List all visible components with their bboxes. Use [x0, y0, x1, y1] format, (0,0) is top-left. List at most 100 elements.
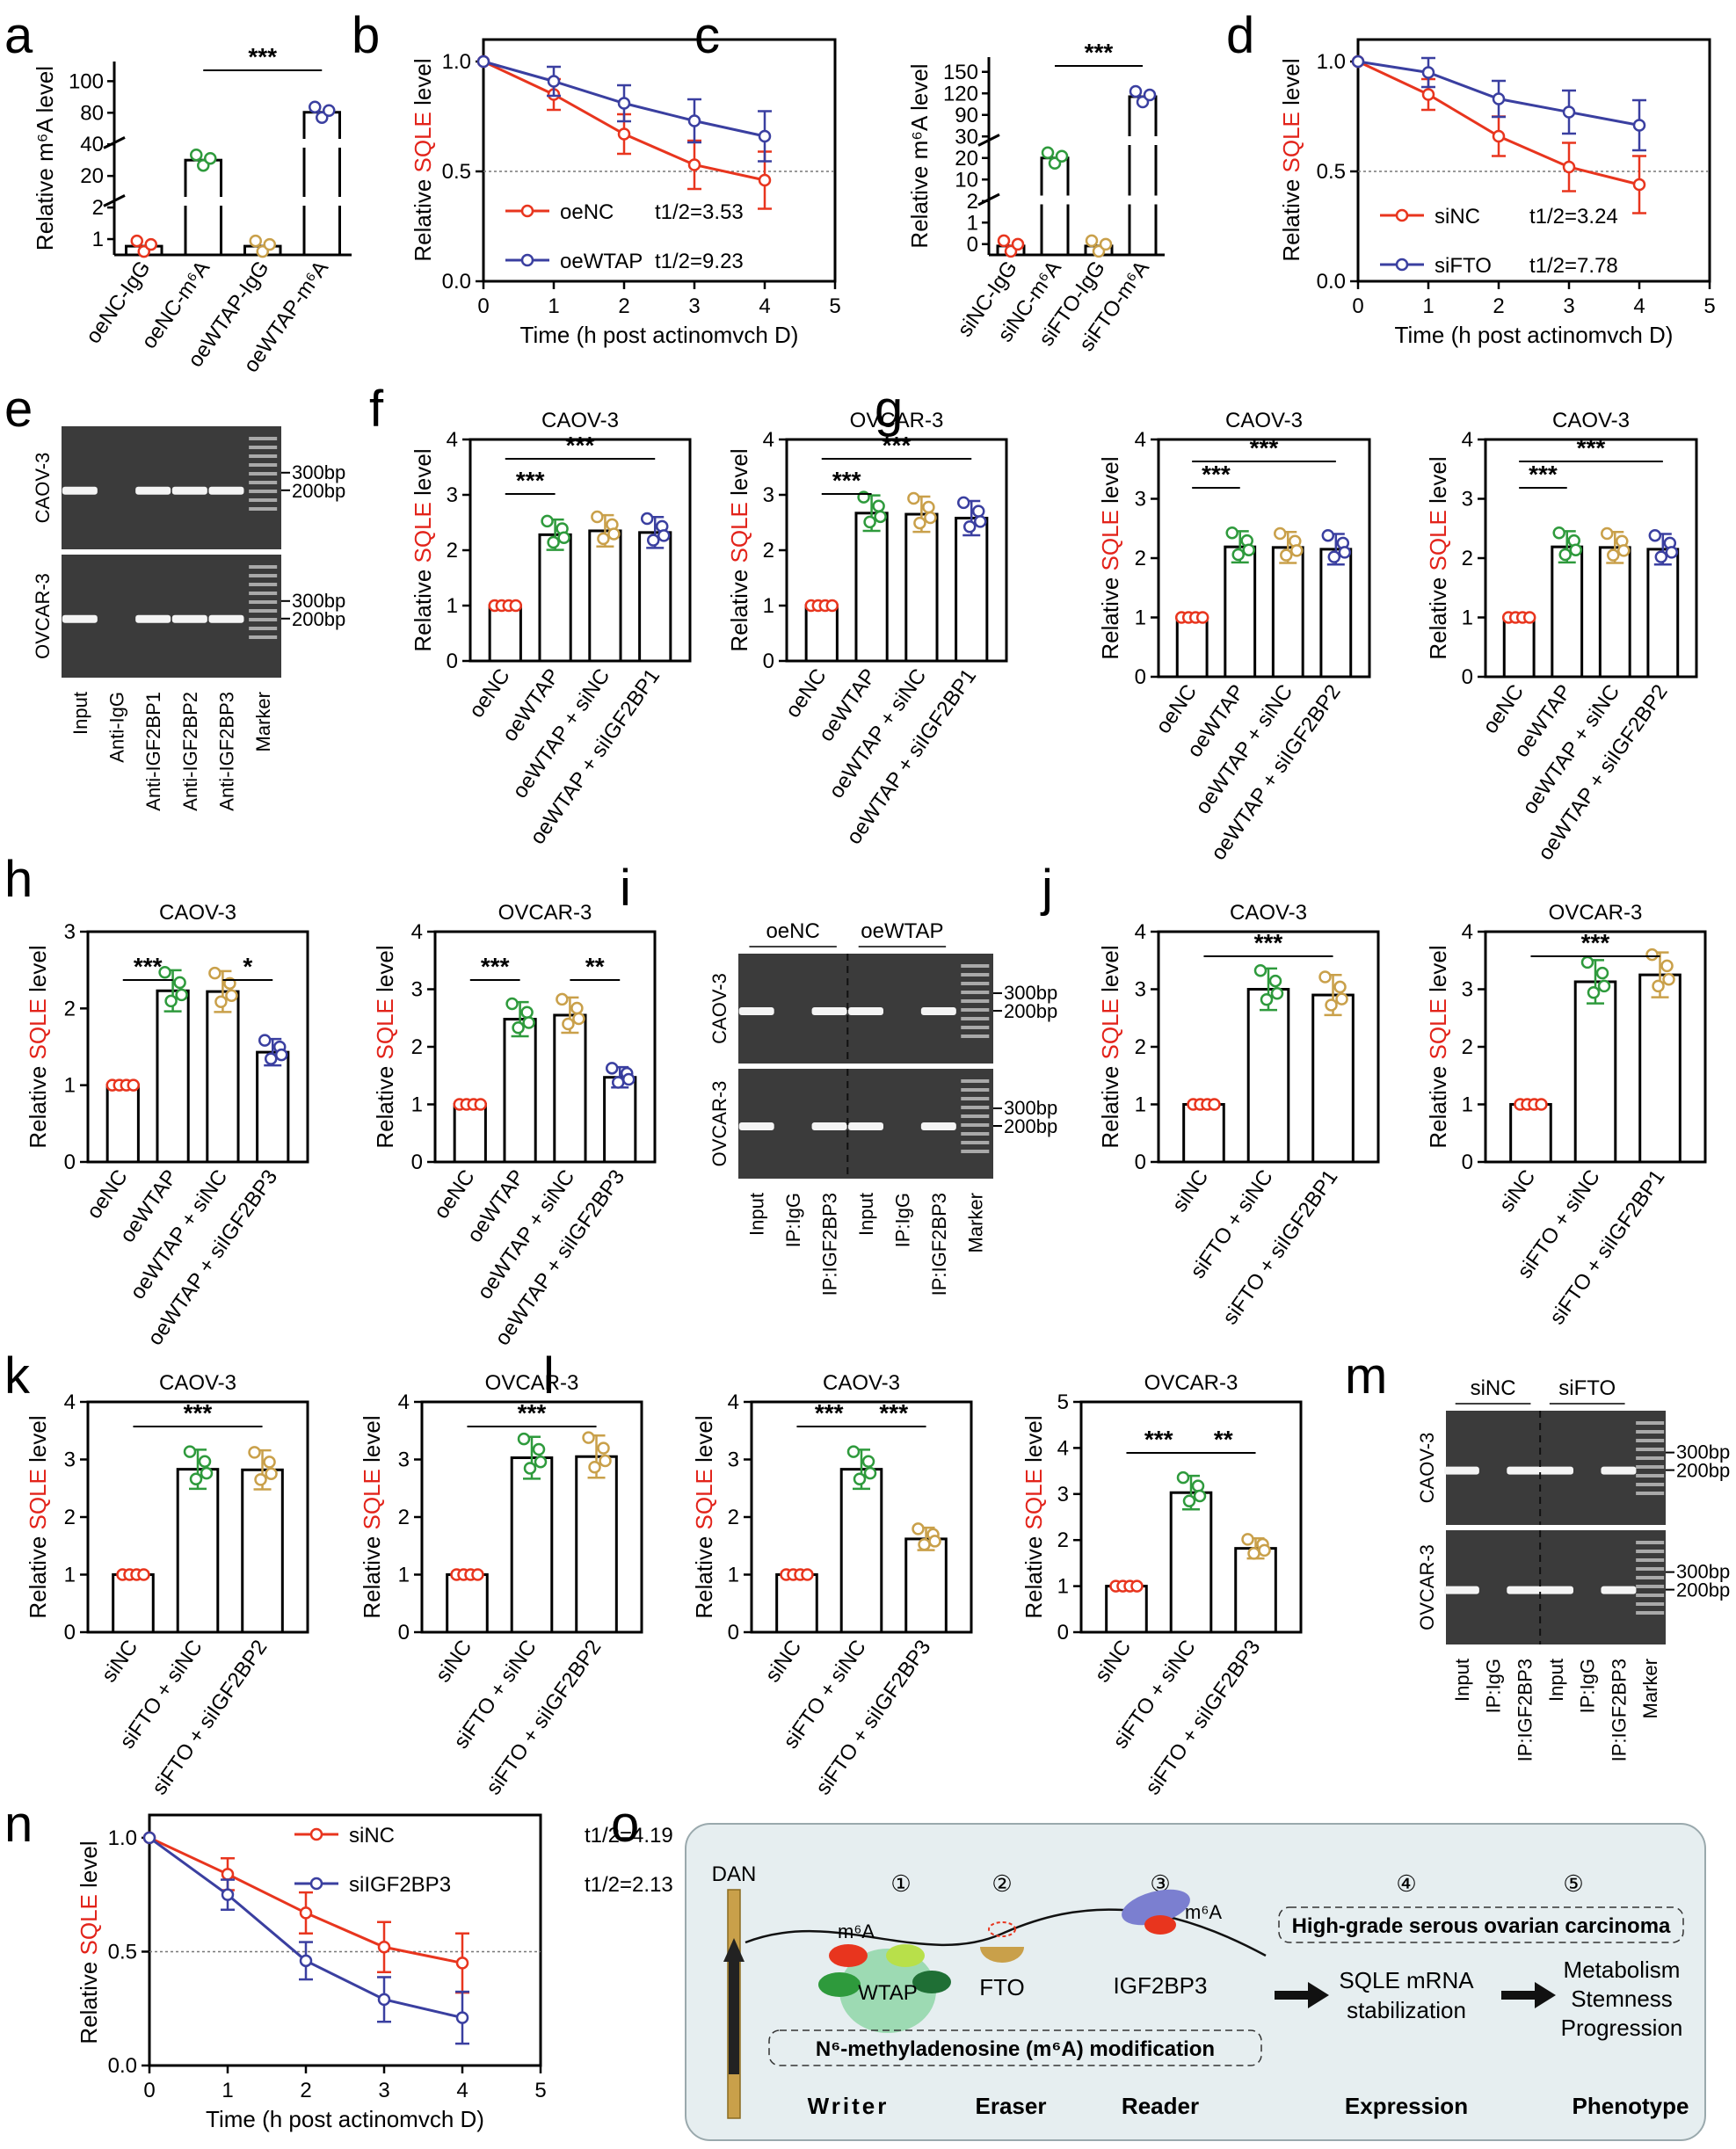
significance-stars: ***	[1202, 461, 1231, 488]
x-tick-label: 1	[222, 2079, 233, 2102]
legend-marker	[1395, 258, 1409, 272]
y-tick-label: 2	[411, 1035, 423, 1059]
data-point	[582, 1431, 595, 1444]
data-point	[225, 989, 238, 1003]
size-label: 200bp	[1676, 1460, 1730, 1482]
x-tick-label: 2	[300, 2079, 311, 2102]
y-tick-label: 3	[1135, 978, 1146, 1002]
data-point	[1492, 92, 1506, 105]
x-tick-label: siFTO + siIGF2BP2	[148, 1636, 272, 1799]
panel-label-g: g	[875, 381, 903, 438]
bar	[1182, 1103, 1225, 1164]
marker-ladder-band	[1636, 1465, 1665, 1469]
marker-ladder-band	[961, 1114, 990, 1118]
y-tick-label: 1	[1135, 1093, 1146, 1117]
y-tick-label: 3	[64, 1448, 76, 1472]
dna-arrow-shaft	[729, 1960, 739, 2074]
data-point	[861, 1455, 875, 1468]
significance-stars: ***	[1085, 39, 1114, 66]
x-tick-label: siNC	[760, 1636, 806, 1687]
y-tick-label: 4	[1057, 1436, 1069, 1460]
y-tick-label: 3	[411, 978, 423, 1002]
y-tick-label: 2	[92, 196, 104, 220]
gel-band	[1443, 1586, 1479, 1594]
y-label-sqle: SQLE	[372, 998, 398, 1059]
x-tick-label: siFTO + siIGF2BP1	[1545, 1165, 1670, 1329]
y-label-sqle: SQLE	[1021, 1469, 1047, 1529]
data-point	[863, 1466, 877, 1480]
data-point	[562, 1017, 575, 1031]
legend-label: oeWTAP	[560, 250, 643, 273]
gel-row-label: OVCAR-3	[708, 1081, 730, 1167]
gel-band	[62, 614, 98, 623]
data-point	[512, 1021, 525, 1035]
marker-ladder-band	[1636, 1550, 1665, 1553]
data-point	[377, 1993, 391, 2007]
data-point	[198, 1455, 212, 1468]
role-label: Phenotype	[1573, 2093, 1689, 2119]
x-tick-label: 3	[688, 294, 700, 318]
legend-marker	[309, 1877, 323, 1891]
y-label-sqle: SQLE	[25, 1469, 51, 1529]
bar	[510, 1456, 554, 1634]
marker-ladder-band	[1636, 1483, 1665, 1486]
y-label-part: level	[76, 1840, 102, 1894]
bar	[1509, 1103, 1552, 1164]
y-label-sqle: SQLE	[359, 1469, 385, 1529]
data-point	[127, 1078, 141, 1092]
y-tick-label: 4	[763, 428, 774, 452]
x-tick-label: oeNC	[429, 1165, 479, 1223]
y-label-sqle: SQLE	[410, 502, 436, 563]
y-tick-label: 3	[1057, 1483, 1069, 1506]
data-point	[1595, 966, 1609, 980]
bar	[256, 1050, 290, 1164]
size-label: 200bp	[1004, 1000, 1057, 1022]
chart-title: OVCAR-3	[498, 901, 592, 925]
y-label-part: Relative	[359, 1529, 385, 1618]
data-point	[204, 151, 217, 165]
bar	[1319, 548, 1353, 679]
data-point	[597, 532, 610, 546]
y-label-sqle: SQLE	[410, 112, 436, 172]
data-point	[299, 1954, 313, 1968]
data-point	[1258, 1543, 1271, 1557]
y-tick-label: 2	[1462, 547, 1473, 570]
bar-break	[1038, 136, 1071, 145]
fto-shape	[980, 1947, 1024, 1963]
data-point	[1335, 992, 1348, 1006]
y-tick-label: 20	[80, 164, 104, 188]
x-tick-label: siFTO + siIGF2BP1	[1218, 1165, 1343, 1329]
data-point	[1085, 234, 1099, 248]
data-point	[758, 173, 772, 187]
marker-ladder-band	[249, 463, 278, 467]
bar	[105, 1084, 140, 1164]
marker-ladder-band	[961, 973, 990, 976]
x-tick-label: 0	[477, 294, 489, 318]
data-point	[971, 505, 985, 518]
marker-ladder-band	[1636, 1421, 1665, 1425]
lane-label: Anti-IGF2BP2	[179, 692, 201, 811]
y-tick-label: 2	[64, 997, 76, 1020]
data-point	[1558, 548, 1572, 562]
x-tick-label: 2	[618, 294, 629, 318]
data-point	[1351, 54, 1365, 69]
x-tick-label: oeNC	[1151, 680, 1202, 738]
y-tick-label: 0	[64, 1621, 76, 1644]
lane-label: Marker	[1639, 1659, 1661, 1718]
marker-ladder-band	[249, 618, 278, 621]
y-tick-label: 1	[1462, 606, 1473, 630]
half-life-label: t1/2=9.23	[655, 250, 744, 273]
marker-ladder-band	[961, 1026, 990, 1029]
marker-ladder-band	[249, 565, 278, 569]
data-point	[455, 2011, 469, 2024]
x-axis-label: Time (h post actinomvch D)	[206, 2106, 484, 2132]
marker-ladder-band	[1636, 1541, 1665, 1544]
arrow-head	[1308, 1982, 1329, 2008]
igf2bp3-shape	[1122, 1889, 1190, 1926]
axis-break	[977, 192, 1000, 207]
data-point	[158, 965, 171, 979]
data-point	[299, 1906, 313, 1920]
bar	[488, 604, 522, 663]
plot-frame	[148, 1813, 542, 2067]
